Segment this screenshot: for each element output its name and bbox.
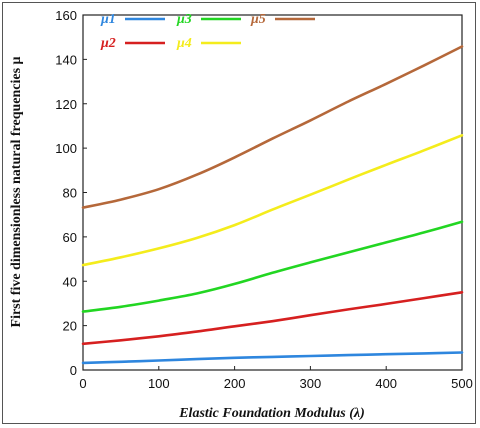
x-axis-title: Elastic Foundation Modulus (λ) xyxy=(178,406,365,421)
y-tick-label: 0 xyxy=(70,363,77,378)
legend-label-5: μ5 xyxy=(250,12,266,27)
y-tick-label: 140 xyxy=(55,52,77,67)
axes xyxy=(82,14,463,371)
series-line-4 xyxy=(81,134,464,267)
x-tick-label: 0 xyxy=(79,376,86,391)
x-tick-label: 100 xyxy=(148,376,170,391)
y-tick-label: 20 xyxy=(63,319,77,334)
series-line-2 xyxy=(81,291,464,346)
series-line-3 xyxy=(81,220,464,313)
plot-area-border xyxy=(82,14,463,371)
y-tick-label: 60 xyxy=(63,230,77,245)
y-tick-label: 80 xyxy=(63,186,77,201)
y-axis-title: First five dimensionless natural frequen… xyxy=(9,56,24,327)
y-tick-label: 120 xyxy=(55,97,77,112)
series-line-1 xyxy=(81,351,464,365)
x-tick-label: 300 xyxy=(300,376,322,391)
legend-label-2: μ2 xyxy=(100,36,116,51)
series-line-5 xyxy=(81,45,464,209)
x-tick-label: 500 xyxy=(451,376,473,391)
x-tick-label: 200 xyxy=(224,376,246,391)
series-lines xyxy=(81,45,464,365)
y-tick-label: 160 xyxy=(55,8,77,23)
legend-label-3: μ3 xyxy=(176,12,192,27)
y-tick-label: 100 xyxy=(55,141,77,156)
legend-label-1: μ1 xyxy=(100,12,116,27)
tick-labels: 0 100 200 300 400 500 0 20 40 60 80 100 120 140 160 xyxy=(55,8,473,391)
legend: μ1 μ3 μ5 μ2 μ4 xyxy=(100,12,315,51)
x-tick-label: 400 xyxy=(375,376,397,391)
legend-label-4: μ4 xyxy=(176,36,192,51)
y-tick-label: 40 xyxy=(63,274,77,289)
